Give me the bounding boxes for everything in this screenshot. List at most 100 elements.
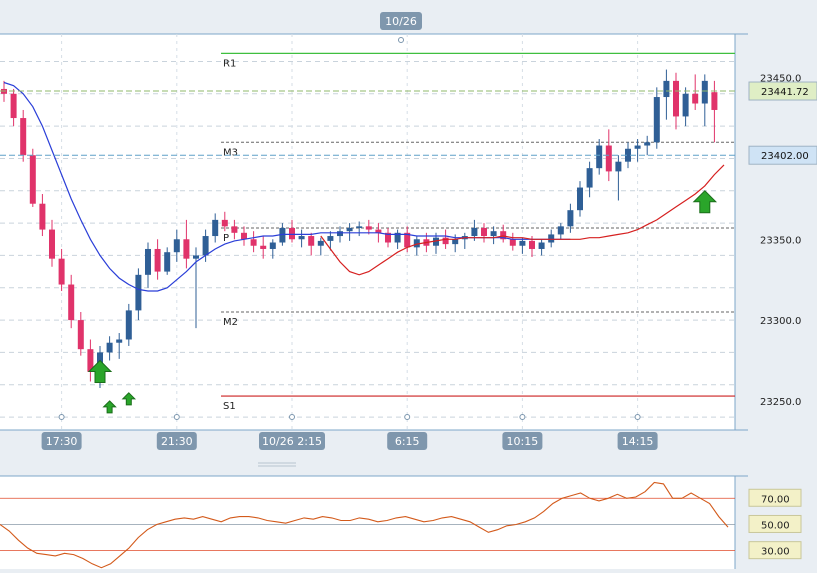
candle-body bbox=[538, 242, 545, 249]
candle[interactable] bbox=[356, 221, 363, 237]
candle-body bbox=[596, 145, 603, 169]
candle[interactable] bbox=[39, 194, 46, 237]
candle[interactable] bbox=[615, 155, 622, 201]
candle-body bbox=[269, 242, 276, 249]
date-marker-badge bbox=[380, 12, 422, 30]
candle[interactable] bbox=[221, 211, 228, 232]
candle[interactable] bbox=[548, 229, 555, 248]
price-plot-area[interactable] bbox=[0, 34, 735, 430]
candle[interactable] bbox=[481, 223, 487, 243]
candle-body bbox=[49, 229, 55, 259]
candle[interactable] bbox=[509, 232, 516, 251]
candle[interactable] bbox=[337, 226, 343, 243]
rsi-tick-box bbox=[748, 514, 802, 533]
candle[interactable] bbox=[308, 232, 315, 256]
candle[interactable] bbox=[413, 236, 420, 256]
candle[interactable] bbox=[596, 139, 603, 175]
pane-splitter[interactable] bbox=[258, 462, 296, 467]
candle[interactable] bbox=[212, 213, 219, 243]
candle-body bbox=[173, 239, 180, 253]
price-tag-label: 23441.72 bbox=[761, 87, 809, 98]
time-tick-marker bbox=[404, 414, 411, 420]
candle-body bbox=[250, 239, 257, 246]
time-tick-label: 17:30 bbox=[46, 435, 78, 448]
candle[interactable] bbox=[298, 229, 305, 248]
candle-body bbox=[701, 80, 708, 104]
candle[interactable] bbox=[269, 239, 276, 259]
candle[interactable] bbox=[673, 72, 679, 130]
candle-body bbox=[346, 227, 353, 232]
candle[interactable] bbox=[87, 339, 94, 382]
candle[interactable] bbox=[538, 239, 545, 256]
candle[interactable] bbox=[289, 219, 295, 243]
candle[interactable] bbox=[173, 229, 180, 262]
candle[interactable] bbox=[653, 87, 660, 149]
candle[interactable] bbox=[394, 229, 401, 249]
candle[interactable] bbox=[625, 142, 631, 169]
candle[interactable] bbox=[500, 224, 507, 243]
candle[interactable] bbox=[77, 312, 84, 356]
candle[interactable] bbox=[260, 236, 267, 259]
candle[interactable] bbox=[663, 69, 670, 120]
candle-body bbox=[692, 93, 699, 104]
candle[interactable] bbox=[135, 268, 142, 321]
time-tick-label: 14:15 bbox=[622, 435, 654, 448]
candle[interactable] bbox=[586, 161, 593, 198]
candle[interactable] bbox=[327, 231, 334, 251]
candle[interactable] bbox=[116, 333, 123, 359]
candle[interactable] bbox=[49, 219, 55, 267]
candle[interactable] bbox=[490, 226, 497, 245]
rsi-plot-area[interactable] bbox=[0, 476, 735, 569]
candle[interactable] bbox=[365, 219, 372, 235]
candle-body bbox=[337, 231, 343, 237]
candle[interactable] bbox=[385, 227, 391, 248]
candle[interactable] bbox=[20, 109, 27, 162]
candle[interactable] bbox=[692, 74, 699, 110]
rsi-tick-label: 70.00 bbox=[761, 494, 790, 505]
candle-body bbox=[317, 240, 324, 246]
candle[interactable] bbox=[682, 87, 689, 127]
candle[interactable] bbox=[193, 247, 199, 329]
candle[interactable] bbox=[10, 88, 17, 127]
candle-body bbox=[221, 219, 228, 227]
candle[interactable] bbox=[125, 303, 132, 346]
candle[interactable] bbox=[346, 223, 353, 241]
candle-body bbox=[567, 210, 574, 227]
candle-body bbox=[308, 236, 315, 246]
candle-body bbox=[356, 226, 363, 228]
candle[interactable] bbox=[317, 237, 324, 256]
price-tag-box bbox=[748, 81, 817, 101]
candle[interactable] bbox=[577, 181, 583, 217]
candle-body bbox=[557, 226, 564, 235]
candle-body bbox=[212, 219, 219, 237]
candle-body bbox=[58, 258, 65, 285]
candle[interactable] bbox=[106, 336, 113, 361]
candle-body bbox=[615, 161, 622, 172]
candle[interactable] bbox=[164, 247, 171, 275]
candle[interactable] bbox=[68, 274, 75, 329]
candle[interactable] bbox=[701, 74, 708, 127]
candle[interactable] bbox=[519, 237, 526, 254]
candle-body bbox=[471, 227, 478, 237]
candle-body bbox=[644, 142, 651, 146]
candle[interactable] bbox=[557, 223, 564, 240]
candle[interactable] bbox=[202, 229, 209, 262]
candle[interactable] bbox=[634, 139, 641, 162]
candle-body bbox=[87, 349, 94, 372]
candle[interactable] bbox=[250, 231, 257, 253]
candle[interactable] bbox=[58, 248, 65, 291]
candle-body bbox=[125, 310, 132, 340]
candle-body bbox=[663, 80, 670, 98]
candle[interactable] bbox=[145, 242, 151, 288]
candle[interactable] bbox=[154, 239, 161, 280]
candle[interactable] bbox=[241, 226, 247, 246]
candle[interactable] bbox=[29, 148, 36, 207]
candle-body bbox=[605, 145, 612, 172]
candle[interactable] bbox=[644, 135, 651, 156]
candle[interactable] bbox=[183, 219, 190, 269]
candle-body bbox=[298, 236, 305, 240]
candle[interactable] bbox=[231, 219, 238, 240]
candle[interactable] bbox=[567, 203, 574, 233]
